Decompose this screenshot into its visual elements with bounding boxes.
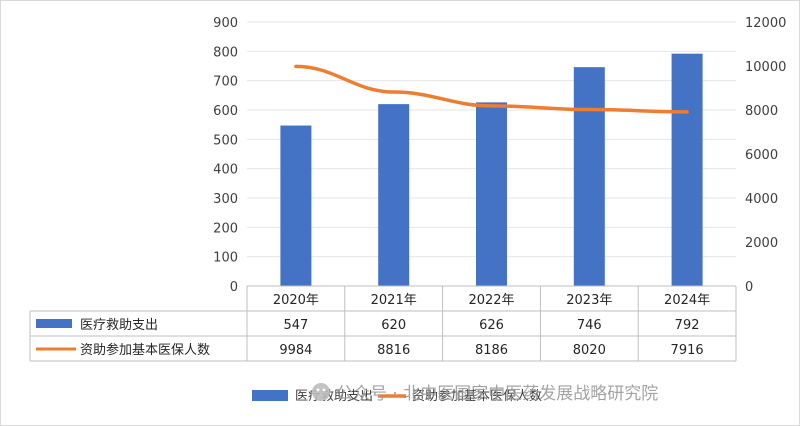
left-axis-tick-label: 900 (213, 16, 238, 31)
table-legend-bar-key (36, 319, 72, 328)
line-series-path (294, 64, 689, 114)
table-row-label: 医疗救助支出 (80, 317, 158, 333)
right-axis-tick-label: 2000 (745, 236, 778, 251)
table-cell: 746 (577, 318, 602, 333)
table-cell: 8020 (573, 343, 606, 358)
left-axis-tick-label: 200 (213, 221, 238, 236)
right-axis-tick-label: 12000 (745, 16, 786, 31)
bar (573, 67, 605, 286)
left-axis-tick-label: 400 (213, 163, 238, 178)
table-cell: 626 (479, 318, 504, 333)
table-cell: 620 (381, 318, 406, 333)
right-axis-tick-label: 6000 (745, 148, 778, 163)
wechat-icon-eye-left (316, 388, 320, 392)
wechat-icon (312, 383, 330, 401)
category-label: 2022年 (468, 293, 514, 308)
wechat-icon-eye-right (322, 388, 326, 392)
bar (378, 104, 410, 286)
category-label: 2024年 (664, 293, 710, 308)
right-axis-tick-label: 0 (745, 280, 753, 295)
bar-series (280, 53, 703, 287)
right-axis-ticks: 0 2000 4000 6000 8000 10000 12000 (745, 16, 786, 295)
left-axis-tick-label: 100 (213, 251, 238, 266)
table-cell: 792 (675, 318, 700, 333)
bar (476, 102, 507, 286)
left-axis-tick-label: 600 (213, 104, 238, 119)
left-axis-tick-label: 0 (230, 280, 238, 295)
watermark: 公众号 · 北中医国家中医药发展战略研究院 (312, 383, 658, 404)
legend-bar-swatch (252, 390, 288, 401)
table-cell: 547 (283, 318, 308, 333)
legend-line-label: 资助参加基本医保人数 (412, 388, 542, 404)
category-label: 2020年 (273, 293, 319, 308)
line-series (294, 64, 689, 114)
left-axis-tick-label: 800 (213, 45, 238, 60)
left-axis-tick-label: 500 (213, 133, 238, 148)
table-cell: 9984 (279, 343, 312, 358)
bar (280, 125, 312, 287)
category-label: 2023年 (566, 293, 612, 308)
left-axis-tick-label: 300 (213, 192, 238, 207)
bar (671, 53, 703, 287)
table-row-label: 资助参加基本医保人数 (80, 342, 210, 358)
table-cell: 7916 (671, 343, 704, 358)
right-axis-tick-label: 4000 (745, 192, 778, 207)
watermark-text: 公众号 · 北中医国家中医药发展战略研究院 (336, 384, 658, 404)
right-axis-tick-label: 8000 (745, 104, 778, 119)
left-axis-ticks: 0 100 200 300 400 500 600 700 800 900 (213, 16, 238, 295)
right-axis-tick-label: 10000 (745, 60, 786, 75)
table-cell: 8186 (475, 343, 508, 358)
left-axis-tick-label: 700 (213, 75, 238, 90)
category-label: 2021年 (371, 293, 417, 308)
table-cell: 8816 (377, 343, 410, 358)
